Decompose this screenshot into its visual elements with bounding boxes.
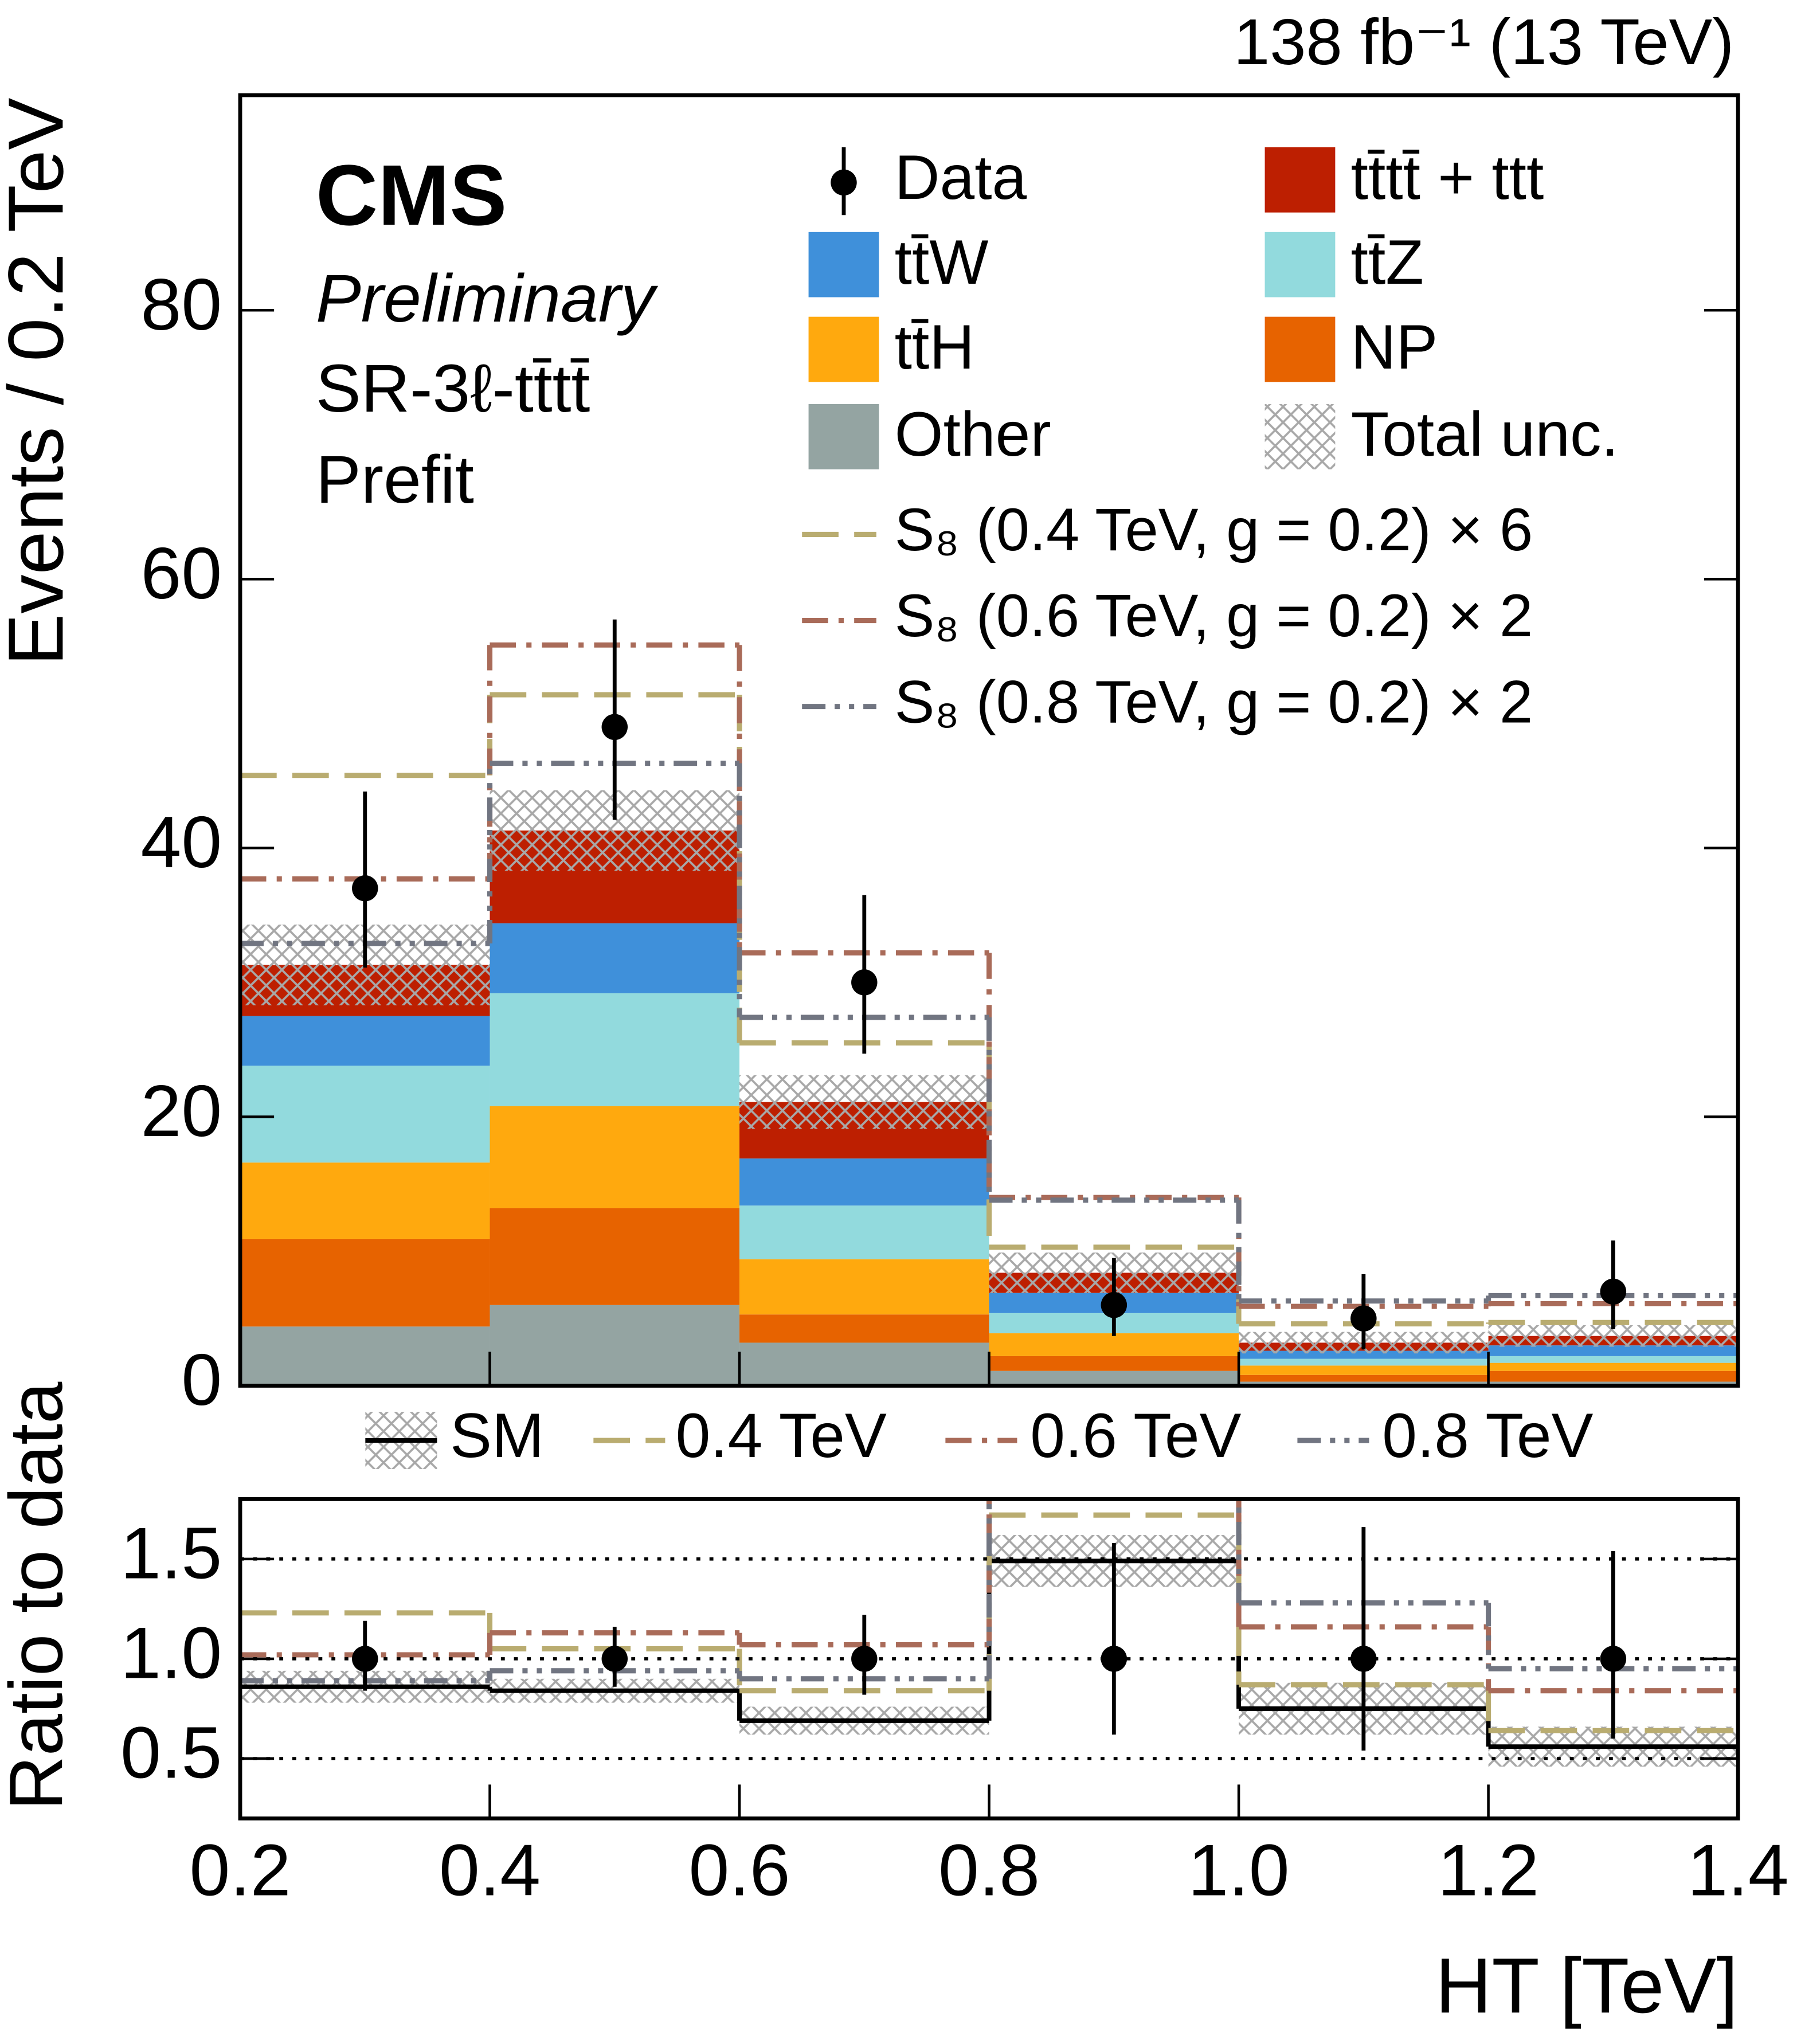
stack-bar: [490, 1106, 740, 1208]
legend-swatch: [808, 404, 879, 469]
legend-marker: [831, 169, 857, 196]
stack-bar: [1488, 1371, 1739, 1382]
legend-swatch: [1264, 316, 1336, 382]
legend-label: Other: [895, 400, 1051, 469]
y-tick-label: 1.0: [120, 1612, 222, 1694]
legend-label: 0.4 TeV: [676, 1401, 887, 1471]
stack-bar: [989, 1356, 1239, 1371]
stack-bar: [240, 1066, 490, 1163]
stack-bar: [739, 1314, 989, 1343]
legend-swatch: [1264, 147, 1336, 213]
y-tick-label: 20: [141, 1070, 222, 1152]
stack-bar: [1239, 1365, 1489, 1375]
axes: 0 20 40 60 80 Other NP tt̄H tt̄Z tt̄W tt̄tt̄ + ttt…: [120, 93, 1789, 1910]
y-tick-label: 0.5: [120, 1712, 222, 1794]
data-point: [601, 1646, 628, 1672]
data-point: [352, 1646, 378, 1672]
legend-swatch: [808, 316, 879, 382]
y-tick-label: 0: [181, 1339, 222, 1420]
lumi-label: 138 fb⁻¹ (13 TeV): [1234, 6, 1734, 79]
stack-bar: [490, 923, 740, 993]
stack-bar: [1239, 1381, 1489, 1386]
x-tick-label: 1.0: [1188, 1829, 1290, 1910]
data-point: [1350, 1305, 1377, 1332]
x-tick-label: 0.4: [439, 1829, 541, 1910]
experiment-label: CMS: [316, 147, 507, 243]
data-point: [1600, 1646, 1627, 1672]
stack-bar: [739, 1158, 989, 1206]
legend-label: S₈ (0.4 TeV, g = 0.2) × 6: [895, 496, 1533, 563]
x-tick-label: 0.6: [689, 1829, 790, 1910]
legend-swatch: [808, 232, 879, 297]
region-label: SR-3ℓ-tt̄tt̄: [316, 351, 590, 426]
stack-bar: [240, 1239, 490, 1327]
legend-swatch: [1264, 404, 1336, 469]
y-tick-label: 40: [141, 801, 222, 883]
stack-bar: [240, 1326, 490, 1386]
data-point: [601, 714, 628, 741]
stack-bar: [490, 1305, 740, 1386]
y-tick-label: 80: [141, 264, 222, 345]
y-tick-label: 60: [141, 532, 222, 614]
uncertainty-band: [739, 1075, 989, 1129]
x-tick-label: 1.4: [1688, 1829, 1789, 1910]
stack-bar: [490, 1208, 740, 1305]
legend-label: Data: [895, 143, 1027, 213]
legend-label: SM: [450, 1401, 544, 1471]
y-tick-label: 1.5: [120, 1512, 222, 1593]
stack-bar: [1239, 1375, 1489, 1382]
stack-bar: [490, 993, 740, 1106]
y-axis-label: Events / 0.2 TeV: [0, 98, 79, 666]
legend-label: tt̄H: [895, 312, 974, 382]
data-point: [1101, 1292, 1127, 1318]
stage-label: Prefit: [316, 442, 474, 518]
legend-label: S₈ (0.8 TeV, g = 0.2) × 2: [895, 668, 1533, 735]
data-point: [851, 1646, 878, 1672]
stack-bar: [739, 1205, 989, 1260]
stack-bar: [240, 1162, 490, 1239]
legend-label: NP: [1351, 312, 1438, 382]
x-axis-label: HT [TeV]: [1435, 1941, 1738, 2029]
stack-bar: [989, 1371, 1239, 1386]
legend-label: tt̄Z: [1351, 228, 1424, 297]
legend-label: tt̄tt̄ + ttt: [1351, 143, 1544, 213]
stack-bar: [240, 1016, 490, 1066]
status-label: Preliminary: [316, 261, 659, 336]
ratio-y-axis-label: Ratio to data: [0, 1381, 78, 1811]
stack-bar: [1488, 1345, 1739, 1356]
data-point: [1600, 1278, 1627, 1305]
data-point: [352, 875, 378, 902]
legend-label: S₈ (0.6 TeV, g = 0.2) × 2: [895, 582, 1533, 649]
x-tick-label: 0.8: [938, 1829, 1040, 1910]
legend-label: tt̄W: [895, 228, 989, 297]
main-plot: [240, 619, 1739, 1386]
legend-swatch: [1264, 232, 1336, 297]
stack-bar: [1239, 1358, 1489, 1366]
stack-bar: [739, 1342, 989, 1386]
ratio-plot: [240, 1499, 1739, 1767]
stack-bar: [1488, 1356, 1739, 1363]
legend-label: Total unc.: [1351, 400, 1619, 469]
data-point: [851, 969, 878, 996]
x-tick-label: 0.2: [189, 1829, 291, 1910]
stack-bar: [739, 1259, 989, 1315]
x-tick-label: 1.2: [1438, 1829, 1539, 1910]
stack-bar: [989, 1333, 1239, 1356]
legend-label: 0.8 TeV: [1382, 1401, 1593, 1471]
stack-bar: [1488, 1362, 1739, 1371]
plot-frame: [238, 93, 1740, 1388]
legend-label: 0.6 TeV: [1030, 1401, 1241, 1471]
stack-bar: [1488, 1381, 1739, 1386]
